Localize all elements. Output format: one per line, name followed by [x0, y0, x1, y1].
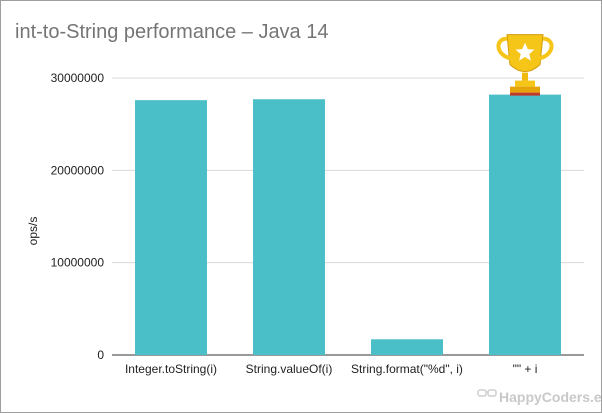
y-tick-label: 20000000: [51, 163, 105, 177]
x-tick-label: Integer.toString(i): [125, 362, 217, 376]
brand-text: HappyCoders.eu: [499, 389, 601, 405]
bars: [135, 94, 561, 356]
x-axis-categories: Integer.toString(i) String.valueOf(i) Stri…: [125, 362, 537, 376]
x-tick-label: "" + i: [513, 362, 538, 376]
chart-title: int-to-String performance – Java 14: [15, 21, 329, 43]
bar: [489, 94, 561, 356]
x-tick-label: String.valueOf(i): [246, 362, 333, 376]
y-tick-label: 30000000: [51, 71, 105, 85]
bar: [371, 339, 443, 355]
bar: [253, 99, 325, 355]
trophy-icon: [496, 34, 554, 96]
y-axis-ticks: 0 10000000 20000000 30000000: [51, 71, 105, 362]
y-axis-label: ops/s: [26, 217, 40, 246]
x-tick-label: String.format("%d", i): [351, 362, 463, 376]
brand-logo: HappyCoders.eu: [477, 389, 601, 405]
bar: [135, 100, 207, 355]
glasses-icon: [477, 389, 497, 397]
y-tick-label: 0: [97, 348, 104, 362]
y-tick-label: 10000000: [51, 256, 105, 270]
